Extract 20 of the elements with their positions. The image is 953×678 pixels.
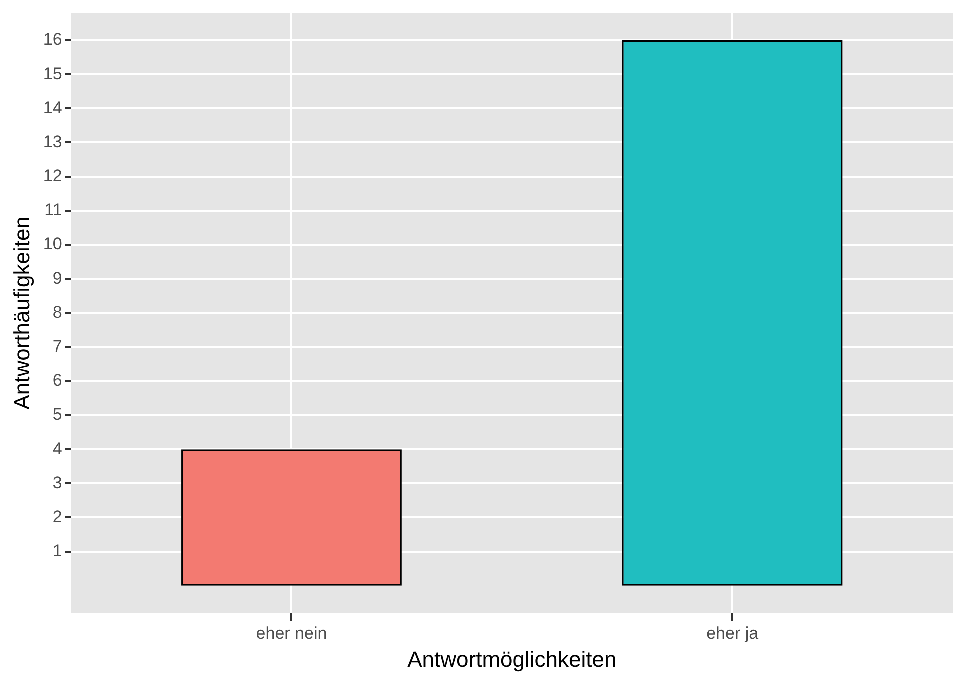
- y-tick-label: 13: [43, 132, 62, 152]
- y-tick-label: 4: [52, 439, 62, 458]
- y-tick-label: 11: [44, 200, 62, 220]
- y-tick-label: 9: [52, 268, 62, 288]
- x-axis-title: Antwortmöglichkeiten: [408, 646, 617, 672]
- x-tick-label: eher nein: [256, 624, 328, 644]
- y-tick-label: 7: [52, 336, 62, 356]
- y-tick-label: 6: [52, 371, 62, 390]
- y-tick-label: 2: [52, 507, 62, 526]
- y-tick-label: 10: [43, 234, 62, 254]
- y-tick-label: 15: [43, 64, 62, 84]
- y-tick-label: 3: [52, 473, 62, 492]
- y-tick-label: 1: [52, 542, 62, 561]
- y-tick-label: 8: [52, 302, 62, 322]
- y-tick-label: 5: [52, 405, 62, 424]
- y-tick-label: 16: [43, 30, 62, 50]
- y-tick-label: 14: [43, 98, 62, 118]
- y-axis-title: Antworthäufigkeiten: [9, 216, 34, 410]
- x-tick-label: eher ja: [706, 624, 760, 644]
- y-tick-label: 12: [43, 166, 62, 186]
